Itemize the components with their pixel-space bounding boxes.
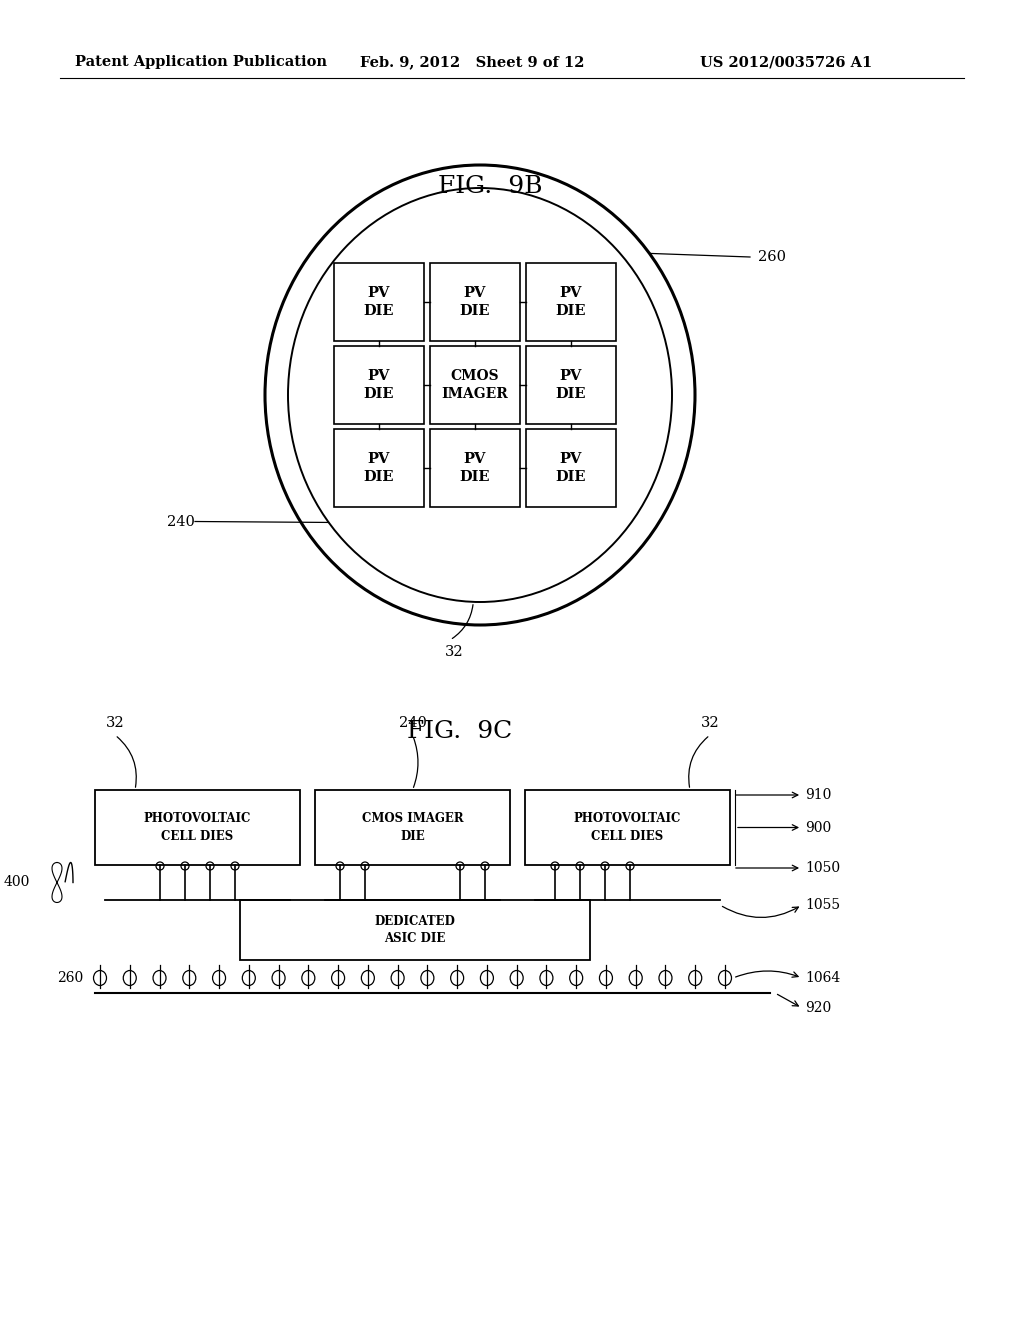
Text: 910: 910: [805, 788, 831, 803]
Text: 1055: 1055: [805, 898, 840, 912]
Bar: [334, 263, 424, 341]
Text: PV
DIE: PV DIE: [556, 453, 587, 483]
Bar: [334, 346, 424, 424]
Text: 920: 920: [805, 1001, 831, 1015]
Bar: [430, 429, 520, 507]
Bar: [95, 789, 300, 865]
Text: PHOTOVOLTAIC
CELL DIES: PHOTOVOLTAIC CELL DIES: [573, 813, 681, 842]
Text: Feb. 9, 2012   Sheet 9 of 12: Feb. 9, 2012 Sheet 9 of 12: [360, 55, 585, 69]
Text: 260: 260: [758, 249, 786, 264]
Text: 240: 240: [167, 515, 195, 528]
Text: US 2012/0035726 A1: US 2012/0035726 A1: [700, 55, 872, 69]
Bar: [525, 789, 730, 865]
Bar: [240, 900, 590, 960]
Text: PV
DIE: PV DIE: [556, 286, 587, 318]
Text: PHOTOVOLTAIC
CELL DIES: PHOTOVOLTAIC CELL DIES: [143, 813, 251, 842]
Text: Patent Application Publication: Patent Application Publication: [75, 55, 327, 69]
Text: CMOS IMAGER
DIE: CMOS IMAGER DIE: [361, 813, 463, 842]
Text: 900: 900: [805, 821, 831, 834]
Text: 240: 240: [398, 715, 426, 730]
Text: DEDICATED
ASIC DIE: DEDICATED ASIC DIE: [375, 915, 456, 945]
Text: PV
DIE: PV DIE: [364, 453, 394, 483]
Bar: [430, 346, 520, 424]
Text: 260: 260: [56, 972, 83, 985]
Text: 32: 32: [105, 715, 124, 730]
Text: PV
DIE: PV DIE: [556, 370, 587, 401]
Text: PV
DIE: PV DIE: [460, 286, 490, 318]
Text: PV
DIE: PV DIE: [364, 286, 394, 318]
Text: FIG.  9B: FIG. 9B: [437, 176, 543, 198]
Text: 32: 32: [700, 715, 719, 730]
Text: 32: 32: [445, 645, 464, 659]
Text: 1050: 1050: [805, 861, 840, 875]
Text: CMOS
IMAGER: CMOS IMAGER: [441, 370, 508, 401]
Text: PV
DIE: PV DIE: [460, 453, 490, 483]
Bar: [315, 789, 510, 865]
Text: FIG.  9C: FIG. 9C: [408, 719, 513, 743]
Bar: [334, 429, 424, 507]
Bar: [526, 346, 616, 424]
Text: 1064: 1064: [805, 972, 841, 985]
Bar: [526, 263, 616, 341]
Text: 400: 400: [4, 875, 30, 890]
Bar: [526, 429, 616, 507]
Text: PV
DIE: PV DIE: [364, 370, 394, 401]
Bar: [430, 263, 520, 341]
